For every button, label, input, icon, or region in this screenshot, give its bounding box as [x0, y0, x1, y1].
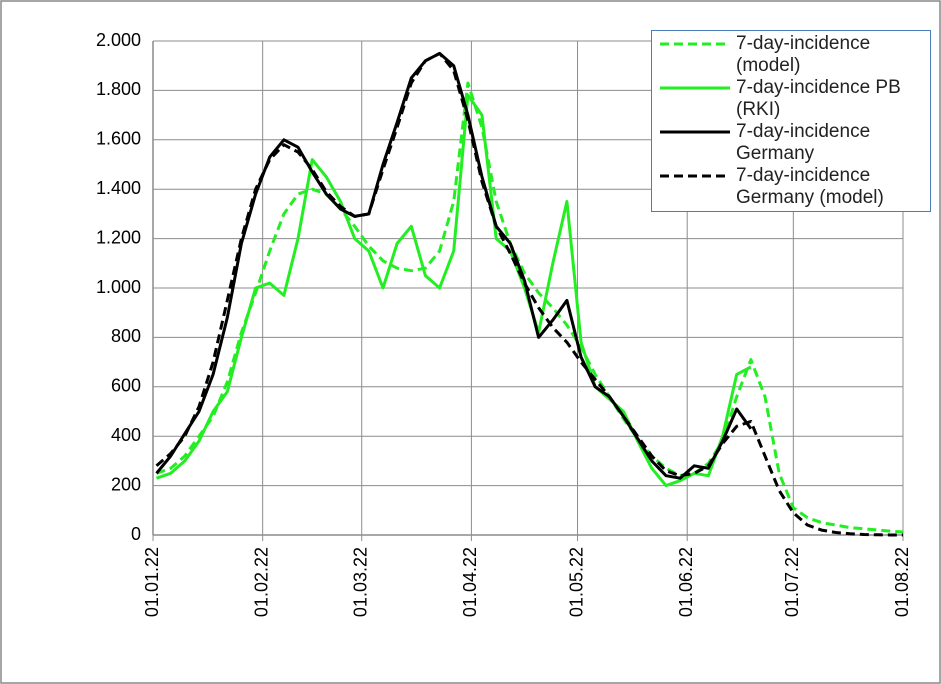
legend-entry: 7-day-incidence PB (RKI)	[656, 77, 926, 121]
legend-entry: 7-day-incidence (model)	[656, 33, 926, 77]
y-tick-label: 0	[131, 524, 141, 544]
legend-label: 7-day-incidence Germany	[736, 121, 871, 164]
y-tick-label: 800	[111, 326, 141, 346]
x-tick-label: 01.02.22	[251, 547, 271, 617]
series-line	[156, 81, 904, 534]
y-tick-label: 1.800	[96, 79, 141, 99]
y-tick-label: 1.000	[96, 277, 141, 297]
y-tick-label: 400	[111, 425, 141, 445]
x-tick-label: 01.06.22	[676, 547, 696, 617]
x-tick-label: 01.03.22	[350, 547, 370, 617]
x-tick-label: 01.04.22	[460, 547, 480, 617]
legend-label: 7-day-incidence Germany (model)	[736, 165, 884, 208]
legend-label: 7-day-incidence (model)	[736, 33, 871, 76]
legend-swatch	[660, 174, 730, 178]
y-tick-label: 2.000	[96, 30, 141, 50]
x-tick-label: 01.07.22	[782, 547, 802, 617]
legend-entry: 7-day-incidence Germany	[656, 121, 926, 165]
y-tick-label: 1.400	[96, 178, 141, 198]
x-tick-label: 01.08.22	[892, 547, 912, 617]
legend-swatch	[660, 42, 730, 46]
y-tick-label: 600	[111, 376, 141, 396]
y-tick-label: 200	[111, 474, 141, 494]
legend-swatch	[660, 130, 730, 134]
x-tick-label: 01.05.22	[566, 547, 586, 617]
legend: 7-day-incidence (model) 7-day-incidence P…	[651, 30, 931, 212]
legend-swatch	[660, 86, 730, 90]
y-tick-label: 1.200	[96, 227, 141, 247]
series-line	[156, 93, 752, 488]
legend-entry: 7-day-incidence Germany (model)	[656, 165, 926, 209]
series-line	[155, 51, 903, 537]
x-tick-label: 01.01.22	[142, 547, 162, 617]
y-tick-label: 1.600	[96, 129, 141, 149]
legend-label: 7-day-incidence PB (RKI)	[736, 77, 901, 120]
